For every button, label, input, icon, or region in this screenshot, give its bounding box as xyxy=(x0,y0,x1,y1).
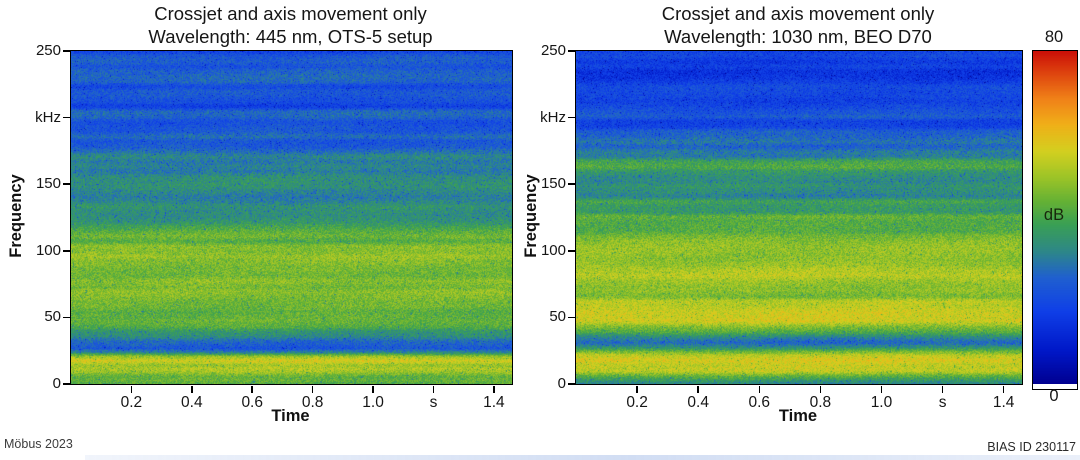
y-tick-mark xyxy=(62,50,70,52)
x-axis-label-right: Time xyxy=(778,407,818,425)
y-tick-label: 100 xyxy=(540,241,566,259)
title-line-2: Wavelength: 445 nm, OTS-5 setup xyxy=(148,26,433,47)
y-tick-label: 150 xyxy=(540,175,566,193)
x-tick-mark xyxy=(251,385,253,393)
y-tick-mark xyxy=(567,116,575,119)
figure-id: BIAS ID 230117 xyxy=(987,440,1076,454)
x-tick-label: s xyxy=(429,394,438,411)
x-tick-mark xyxy=(758,385,761,393)
colorbar-gradient xyxy=(1033,51,1077,384)
x-tick-mark xyxy=(191,385,193,393)
x-tick-label: 0.4 xyxy=(687,394,709,411)
y-tick-mark xyxy=(62,383,70,385)
x-tick-mark xyxy=(697,385,699,393)
x-tick-label: 0.6 xyxy=(748,394,771,411)
colorbar-min-label: 0 xyxy=(1049,387,1059,405)
x-tick-mark xyxy=(372,385,374,393)
y-tick-label: 150 xyxy=(35,175,61,193)
x-tick-mark xyxy=(311,385,314,393)
x-tick-label: 0.2 xyxy=(626,394,648,411)
x-tick-mark xyxy=(493,385,495,393)
y-tick-label: kHz xyxy=(35,108,61,126)
y-tick-label: kHz xyxy=(540,108,566,126)
x-tick-label: 0.6 xyxy=(241,394,263,411)
spectrogram-canvas-right xyxy=(576,51,1022,384)
x-tick-label: 1.4 xyxy=(992,394,1015,411)
x-tick-mark xyxy=(130,385,133,393)
spectrogram-panel-left: 250 kHz 150 100 50 0 0.2 0.4 0.6 0.8 1.0 s 1.4 xyxy=(35,42,513,411)
x-tick-label: 0.8 xyxy=(301,394,324,411)
panel-title-right: Crossjet and axis movement only Waveleng… xyxy=(575,2,1021,48)
y-tick-mark xyxy=(567,50,575,52)
y-tick-mark xyxy=(62,250,70,252)
y-tick-label: 100 xyxy=(35,241,61,259)
author-credit: Möbus 2023 xyxy=(4,437,73,451)
y-tick-label: 250 xyxy=(35,42,61,59)
x-tick-label: 0.4 xyxy=(181,394,203,411)
colorbar xyxy=(1032,50,1078,390)
y-tick-mark xyxy=(62,316,70,319)
x-tick-mark xyxy=(432,385,435,393)
y-tick-label: 0 xyxy=(52,375,61,392)
y-tick-mark xyxy=(567,183,575,185)
x-tick-label: s xyxy=(938,394,947,411)
y-tick-mark xyxy=(567,250,575,252)
x-tick-mark xyxy=(636,385,638,393)
title-line-1: Crossjet and axis movement only xyxy=(661,3,935,24)
y-tick-label: 50 xyxy=(44,308,61,326)
y-tick-label: 250 xyxy=(540,42,566,59)
x-tick-label: 1.0 xyxy=(870,394,893,411)
x-tick-mark xyxy=(880,385,883,393)
colorbar-unit-label: dB xyxy=(1043,206,1065,224)
bottom-edge-strip xyxy=(85,455,1080,460)
x-tick-mark xyxy=(819,385,822,393)
y-tick-mark xyxy=(567,383,575,385)
y-tick-label: 50 xyxy=(549,308,566,326)
colorbar-max-label: 80 xyxy=(1044,28,1064,46)
y-tick-mark xyxy=(567,316,575,319)
y-axis-label-left: Frequency xyxy=(7,174,25,258)
x-tick-label: 0.2 xyxy=(120,394,143,411)
x-tick-mark xyxy=(1002,385,1005,393)
y-axis-label-right: Frequency xyxy=(522,174,540,258)
y-tick-mark xyxy=(62,183,70,185)
spectrogram-canvas-left xyxy=(71,51,512,384)
x-tick-mark xyxy=(941,385,944,393)
title-line-1: Crossjet and axis movement only xyxy=(154,3,427,24)
x-axis-label-left: Time xyxy=(271,407,310,425)
x-tick-label: 1.0 xyxy=(362,394,384,411)
x-tick-label: 0.8 xyxy=(809,394,832,411)
title-line-2: Wavelength: 1030 nm, BEO D70 xyxy=(664,26,932,47)
y-tick-label: 0 xyxy=(557,375,566,392)
spectrogram-panel-right: 250 kHz 150 100 50 0 0.2 0.4 0.6 0.8 1.0 s 1.4 xyxy=(540,42,1023,411)
panel-title-left: Crossjet and axis movement only Waveleng… xyxy=(70,2,511,48)
y-tick-mark xyxy=(62,116,70,119)
x-tick-label: 1.4 xyxy=(483,394,505,411)
